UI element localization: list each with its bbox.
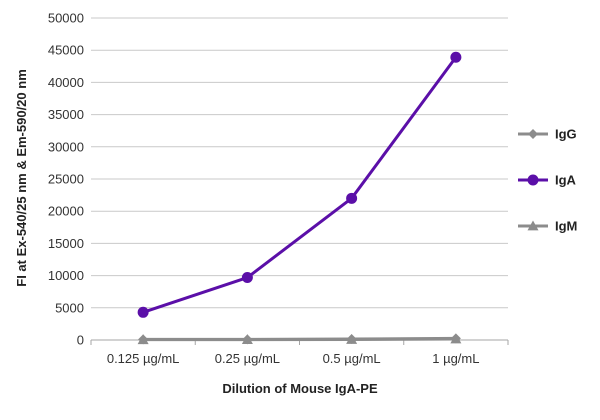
y-tick-label: 35000 — [48, 107, 84, 122]
legend-marker — [527, 220, 539, 231]
y-axis-title: FI at Ex-540/25 nm & Em-590/20 nm — [14, 69, 29, 286]
series-line — [143, 337, 456, 342]
series — [137, 51, 462, 345]
series-igm — [137, 333, 462, 345]
x-axis-title: Dilution of Mouse IgA-PE — [222, 381, 378, 396]
y-tick-label: 10000 — [48, 268, 84, 283]
data-point — [137, 334, 149, 345]
legend-item-igg: IgG — [518, 127, 577, 142]
series-iga — [137, 51, 462, 318]
x-tick-label: 0.25 µg/mL — [215, 351, 280, 366]
y-tick-label: 40000 — [48, 75, 84, 90]
legend-marker — [527, 174, 539, 186]
legend-marker — [528, 129, 538, 139]
legend-label: IgM — [555, 219, 577, 234]
data-point — [241, 334, 253, 345]
y-tick-label: 5000 — [55, 300, 84, 315]
x-tick-label: 1 µg/mL — [432, 351, 479, 366]
x-tick-label: 0.5 µg/mL — [323, 351, 381, 366]
data-point — [346, 192, 358, 204]
data-point — [241, 272, 253, 284]
gridlines — [91, 17, 508, 309]
legend-item-iga: IgA — [518, 173, 577, 188]
x-tick-label: 0.125 µg/mL — [107, 351, 180, 366]
legend-label: IgA — [555, 173, 577, 188]
y-axis-ticks: 0 5000 10000 15000 20000 25000 30000 35000 40000… — [48, 11, 84, 348]
y-tick-label: 50000 — [48, 11, 84, 26]
series-line — [142, 56, 458, 314]
y-tick-label: 15000 — [48, 236, 84, 251]
y-tick-label: 20000 — [48, 204, 84, 219]
legend: IgG IgA IgM — [518, 127, 577, 234]
y-tick-label: 0 — [77, 333, 84, 348]
data-point — [137, 306, 149, 318]
y-tick-label: 25000 — [48, 172, 84, 187]
legend-item-igm: IgM — [518, 219, 577, 234]
data-point — [450, 51, 462, 63]
x-axis-ticks: 0.125 µg/mL 0.25 µg/mL 0.5 µg/mL 1 µg/mL — [107, 351, 480, 366]
legend-label: IgG — [555, 127, 577, 142]
data-point — [346, 333, 358, 344]
data-point — [450, 333, 462, 344]
y-tick-label: 30000 — [48, 139, 84, 154]
y-tick-label: 45000 — [48, 43, 84, 58]
